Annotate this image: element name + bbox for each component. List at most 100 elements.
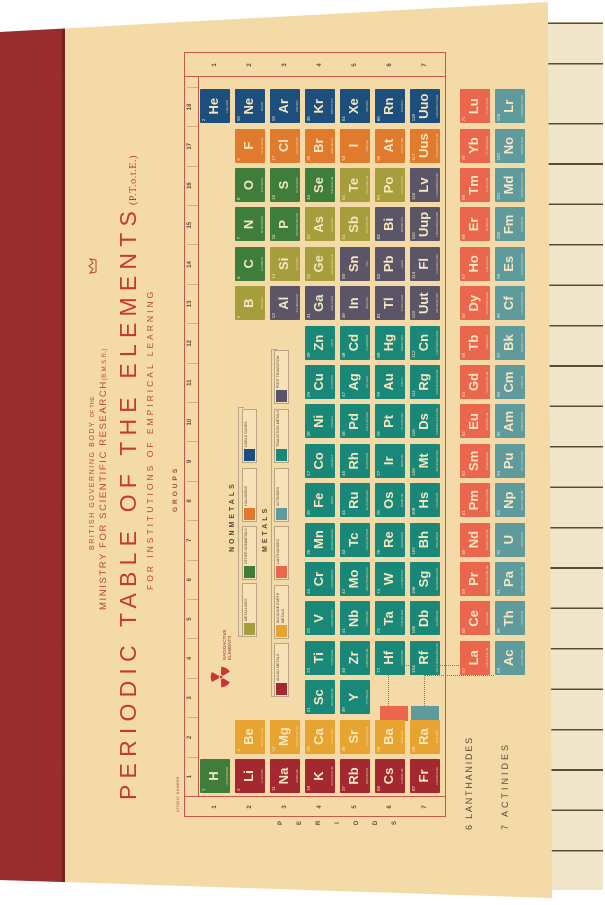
atomic-number: 110 bbox=[411, 429, 416, 437]
element-cell-ba: 56 Ba BARIUM bbox=[375, 719, 405, 754]
element-cell-sr: 38 Sr STRONTIUM bbox=[340, 719, 370, 754]
element-symbol: Tc bbox=[346, 532, 361, 547]
atomic-number: 57 bbox=[461, 667, 466, 673]
atomic-number: 41 bbox=[341, 628, 346, 634]
element-cell-b: 5 B BORON bbox=[235, 286, 265, 321]
element-symbol: Am bbox=[501, 410, 516, 432]
element-cell-nb: 41 Nb NIOBIUM bbox=[340, 601, 370, 636]
group-number: 14 bbox=[187, 244, 198, 284]
element-name: GADOLINIUM bbox=[485, 371, 489, 393]
element-cell-nd: 60 Nd NEODYMIUM bbox=[460, 522, 490, 557]
element-symbol: Ge bbox=[311, 255, 326, 273]
element-cell-os: 76 Os OSMIUM bbox=[375, 483, 405, 518]
element-symbol: K bbox=[311, 771, 326, 781]
atomic-number: 46 bbox=[341, 431, 346, 437]
element-cell-si: 14 Si SILICON bbox=[270, 246, 300, 281]
periods-letter: O bbox=[354, 820, 360, 826]
element-symbol: Pb bbox=[381, 255, 396, 273]
atomic-number: 105 bbox=[411, 625, 416, 634]
atomic-number: 90 bbox=[496, 628, 501, 634]
element-symbol: V bbox=[311, 614, 326, 623]
element-name: UNUNOCTIUM bbox=[435, 94, 439, 118]
element-cell-pt: 78 Pt PLATINUM bbox=[375, 404, 405, 439]
element-name: TERBIUM bbox=[485, 335, 489, 351]
legend-label: TRANSITION METALS bbox=[276, 410, 280, 447]
legend-label: ACTINIDES bbox=[276, 486, 280, 506]
element-cell-bi: 83 Bi BISMUTH bbox=[375, 207, 405, 242]
element-symbol: Ir bbox=[381, 456, 396, 466]
group-number: 12 bbox=[187, 323, 198, 363]
element-symbol: Pd bbox=[346, 413, 361, 430]
atomic-number: 88 bbox=[411, 746, 416, 752]
element-name: LANTHANUM bbox=[485, 647, 489, 669]
element-cell-pu: 94 Pu PLUTONIUM bbox=[495, 443, 525, 478]
atomic-number: 93 bbox=[496, 510, 501, 516]
element-name: TANTALUM bbox=[400, 609, 404, 628]
legend-swatch bbox=[276, 508, 287, 520]
element-symbol: Co bbox=[311, 452, 326, 470]
period-number-left: 4 bbox=[317, 805, 323, 809]
period-number-right: 5 bbox=[352, 63, 358, 67]
atomic-number: 59 bbox=[461, 588, 466, 594]
element-cell-po: 84 Po POLONIUM bbox=[375, 168, 405, 202]
element-symbol: Fl bbox=[416, 258, 431, 270]
element-name: RADIUM bbox=[435, 730, 439, 744]
element-cell-cn: 112 Cn COPERNICIUM bbox=[410, 325, 440, 360]
element-symbol: Cd bbox=[346, 333, 361, 352]
element-cell-w: 74 W TUNGSTEN bbox=[375, 562, 405, 596]
element-cell-sn: 50 Sn TIN bbox=[340, 246, 370, 281]
element-name: BOHRIUM bbox=[435, 531, 439, 548]
element-symbol: O bbox=[241, 179, 256, 191]
atomic-number: 61 bbox=[461, 510, 466, 516]
atomic-number: 27 bbox=[306, 470, 311, 476]
element-symbol: Uut bbox=[416, 292, 431, 315]
period-column-divider-right bbox=[184, 76, 446, 77]
element-cell-fr: 87 Fr FRANCIUM bbox=[410, 759, 440, 793]
periods-letter: S bbox=[392, 821, 398, 826]
element-cell-gd: 64 Gd GADOLINIUM bbox=[460, 365, 490, 399]
atomic-number: 19 bbox=[306, 785, 311, 791]
element-cell-hg: 80 Hg MERCURY bbox=[375, 325, 405, 360]
title-abbr: (P.T.o.t.E.) bbox=[128, 154, 139, 206]
atomic-number: 45 bbox=[341, 470, 346, 476]
element-symbol: Cm bbox=[501, 371, 516, 393]
atomic-number: 109 bbox=[411, 468, 416, 476]
element-symbol: Uus bbox=[416, 133, 431, 158]
element-name: CARBON bbox=[260, 256, 264, 271]
element-name: UNUNPENTIUM bbox=[435, 212, 439, 237]
element-symbol: Tm bbox=[466, 175, 481, 195]
atomic-number: 77 bbox=[376, 470, 381, 476]
element-cell-am: 95 Am AMERICIUM bbox=[495, 404, 525, 439]
atomic-number: 66 bbox=[461, 313, 466, 319]
element-cell-cs: 55 Cs CAESIUM bbox=[375, 759, 405, 793]
group-number: 6 bbox=[187, 559, 198, 599]
element-cell-mn: 25 Mn MANGANESE bbox=[305, 522, 335, 557]
atomic-number: 15 bbox=[271, 234, 276, 240]
element-name: TUNGSTEN bbox=[400, 569, 404, 589]
ministry-abbr: (B.M.S.R.) bbox=[102, 348, 108, 381]
spine-edge bbox=[62, 2, 65, 898]
element-cell-fe: 26 Fe IRON bbox=[305, 483, 335, 518]
atomic-number: 42 bbox=[341, 588, 346, 594]
atomic-number: 87 bbox=[411, 785, 416, 791]
element-symbol: Sb bbox=[346, 216, 361, 233]
legend-item-halogens: HALOGENS bbox=[242, 468, 257, 522]
group-number: 9 bbox=[187, 441, 198, 481]
atomic-number: 62 bbox=[461, 470, 466, 476]
group-number: 8 bbox=[187, 480, 198, 520]
element-cell-bh: 107 Bh BOHRIUM bbox=[410, 522, 440, 557]
element-name: PROMETHIUM bbox=[485, 488, 489, 512]
element-symbol: Sc bbox=[311, 689, 326, 706]
legend-swatch bbox=[276, 683, 287, 695]
atomic-number: 56 bbox=[376, 746, 381, 752]
element-name: CHROMIUM bbox=[330, 569, 334, 589]
element-cell-pr: 59 Pr PRASEODYMIUM bbox=[460, 562, 490, 596]
element-cell-se: 34 Se SELENIUM bbox=[305, 168, 335, 202]
atomic-number: 95 bbox=[496, 431, 501, 437]
element-symbol: Cf bbox=[501, 296, 516, 311]
ministry-text: MINISTRY FOR SCIENTIFIC RESEARCH bbox=[98, 380, 109, 610]
element-cell-f: 9 F FLUORINE bbox=[235, 128, 265, 163]
atomic-number: 64 bbox=[461, 391, 466, 397]
periodic-table-print: BRITISH GOVERNING BODY OF THE MINISTRY F… bbox=[88, 42, 538, 842]
element-name: UNUNTRIUM bbox=[435, 293, 439, 314]
